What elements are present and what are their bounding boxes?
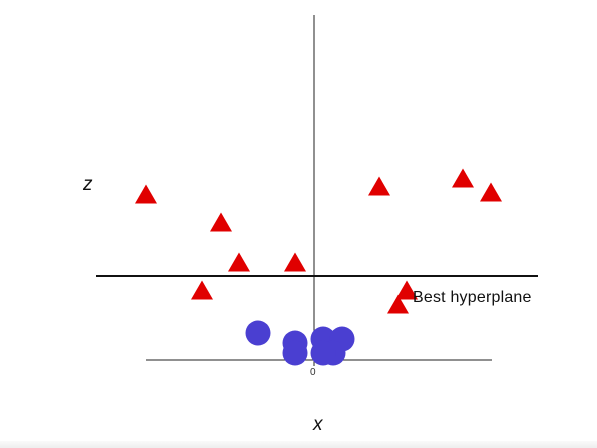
z-axis-label: z (83, 174, 93, 195)
bottom-edge-shade (0, 441, 597, 448)
circle-point-7 (310, 340, 336, 366)
triangle-point-8 (480, 182, 502, 202)
triangle-point-2 (210, 212, 232, 232)
x-axis-label: x (313, 414, 323, 435)
triangle-point-4 (284, 252, 306, 272)
triangle-point-5 (191, 280, 213, 300)
triangle-point-6 (368, 176, 390, 196)
circle-point-1 (245, 320, 271, 346)
triangle-point-10 (387, 294, 409, 314)
triangle-point-9 (396, 280, 418, 300)
triangle-point-3 (228, 252, 250, 272)
data-points (135, 168, 502, 366)
circle-point-3 (282, 340, 308, 366)
triangle-point-1 (135, 184, 157, 204)
origin-tick-label: 0 (310, 367, 316, 378)
hyperplane-label: Best hyperplane (413, 289, 532, 306)
triangle-point-7 (452, 168, 474, 188)
